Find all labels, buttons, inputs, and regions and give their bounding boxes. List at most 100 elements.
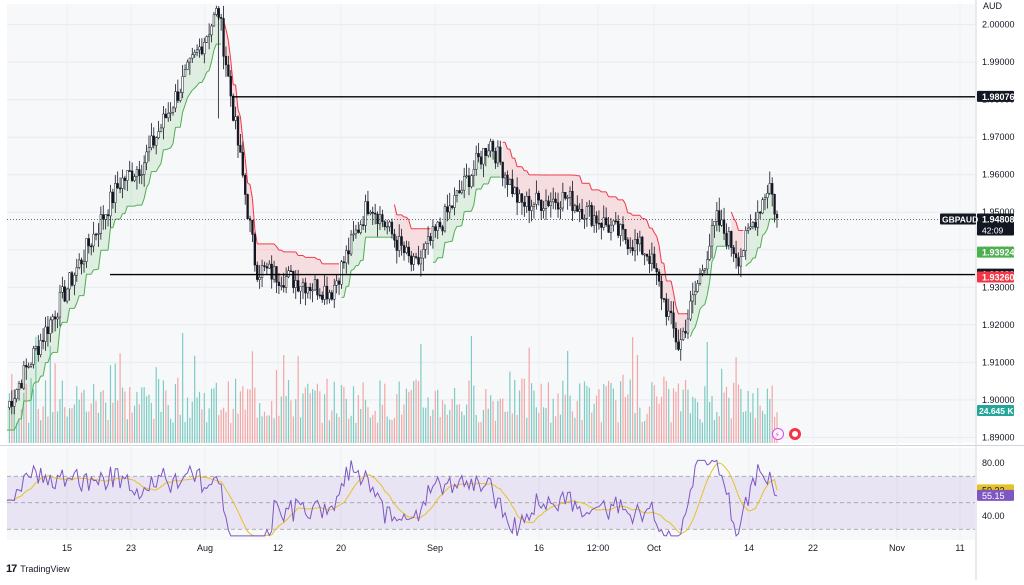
candle-body — [40, 340, 42, 354]
candle-body — [367, 202, 369, 214]
volume-bar — [760, 406, 761, 443]
volume-bar — [119, 353, 120, 443]
candle-body — [16, 389, 18, 398]
volume-bar — [377, 423, 378, 443]
candle-body — [288, 271, 290, 277]
volume-bar — [266, 416, 267, 443]
candle-body — [677, 342, 679, 349]
candle-body — [564, 192, 566, 198]
candle-body — [535, 193, 537, 204]
volume-bar — [618, 422, 619, 443]
volume-bar — [743, 412, 744, 443]
volume-bar — [40, 420, 41, 443]
volume-bar — [745, 411, 746, 443]
candle-body — [117, 183, 119, 188]
candle-body — [148, 148, 150, 152]
volume-bar — [430, 416, 431, 443]
candle-body — [112, 192, 114, 203]
candle-body — [297, 280, 299, 291]
volume-bar — [411, 390, 412, 443]
candle-body — [57, 317, 59, 319]
candle-body — [42, 340, 44, 341]
candle-body — [71, 273, 73, 285]
candle-body — [329, 293, 331, 299]
candle-body — [18, 383, 20, 389]
volume-bar — [235, 379, 236, 443]
candle-body — [569, 191, 571, 197]
candle-body — [730, 231, 732, 247]
candle-body — [237, 117, 239, 146]
candle-body — [514, 187, 516, 193]
candle-body — [244, 175, 246, 194]
candle-body — [381, 215, 383, 222]
volume-bar — [298, 356, 299, 443]
volume-bar — [622, 375, 623, 443]
volume-bar — [93, 384, 94, 443]
candle-body — [757, 212, 759, 227]
candle-body — [25, 365, 27, 367]
candle-body — [538, 193, 540, 200]
volume-bar — [324, 394, 325, 443]
volume-bar — [512, 413, 513, 443]
volume-bar — [420, 344, 421, 443]
y-tick-label: 1.97000 — [982, 132, 1015, 142]
candle-body — [150, 136, 152, 148]
volume-bar — [399, 382, 400, 443]
volume-bar — [543, 407, 544, 443]
candle-body — [437, 222, 439, 230]
candle-body — [495, 151, 497, 163]
candle-body — [331, 293, 333, 300]
volume-bar — [353, 386, 354, 443]
candle-body — [434, 227, 436, 231]
candle-body — [706, 260, 708, 269]
volume-bar — [64, 407, 65, 443]
volume-bar — [199, 392, 200, 443]
candle-body — [685, 331, 687, 333]
candle-body — [608, 225, 610, 233]
candle-body — [692, 295, 694, 301]
candle-body — [271, 264, 273, 279]
volume-bar — [603, 384, 604, 443]
candle-body — [591, 205, 593, 225]
x-tick-label: 16 — [534, 543, 544, 553]
rsi-value-label: 55.15 — [982, 491, 1005, 501]
volume-bar — [225, 412, 226, 443]
volume-bar — [577, 401, 578, 443]
candle-body — [324, 286, 326, 299]
candle-body — [153, 136, 155, 145]
volume-bar — [630, 380, 631, 443]
candle-body — [9, 401, 11, 407]
volume-bar — [678, 383, 679, 443]
candle-body — [622, 224, 624, 229]
candle-body — [95, 234, 97, 235]
volume-bar — [656, 396, 657, 443]
candle-body — [776, 214, 778, 218]
volume-bar — [129, 387, 130, 443]
volume-bar — [160, 412, 161, 443]
candle-body — [764, 198, 766, 200]
volume-bar — [187, 398, 188, 443]
volume-bar — [379, 380, 380, 443]
candle-body — [355, 230, 357, 234]
volume-bar — [555, 416, 556, 443]
volume-bar — [738, 385, 739, 443]
supertrend-line — [575, 175, 577, 176]
volume-bar — [182, 333, 183, 443]
candle-body — [502, 162, 504, 178]
volume-bar — [699, 419, 700, 443]
volume-bar — [461, 412, 462, 443]
y-tick-label: 2.00000 — [982, 20, 1015, 30]
supertrend-line — [662, 263, 664, 264]
candle-body — [290, 271, 292, 272]
volume-bar — [172, 422, 173, 443]
candle-body — [247, 194, 249, 218]
candle-body — [442, 227, 444, 231]
volume-bar — [449, 410, 450, 443]
volume-bar — [658, 404, 659, 443]
volume-bar — [127, 419, 128, 443]
candle-body — [134, 177, 136, 181]
candle-body — [182, 76, 184, 92]
candle-body — [456, 191, 458, 196]
